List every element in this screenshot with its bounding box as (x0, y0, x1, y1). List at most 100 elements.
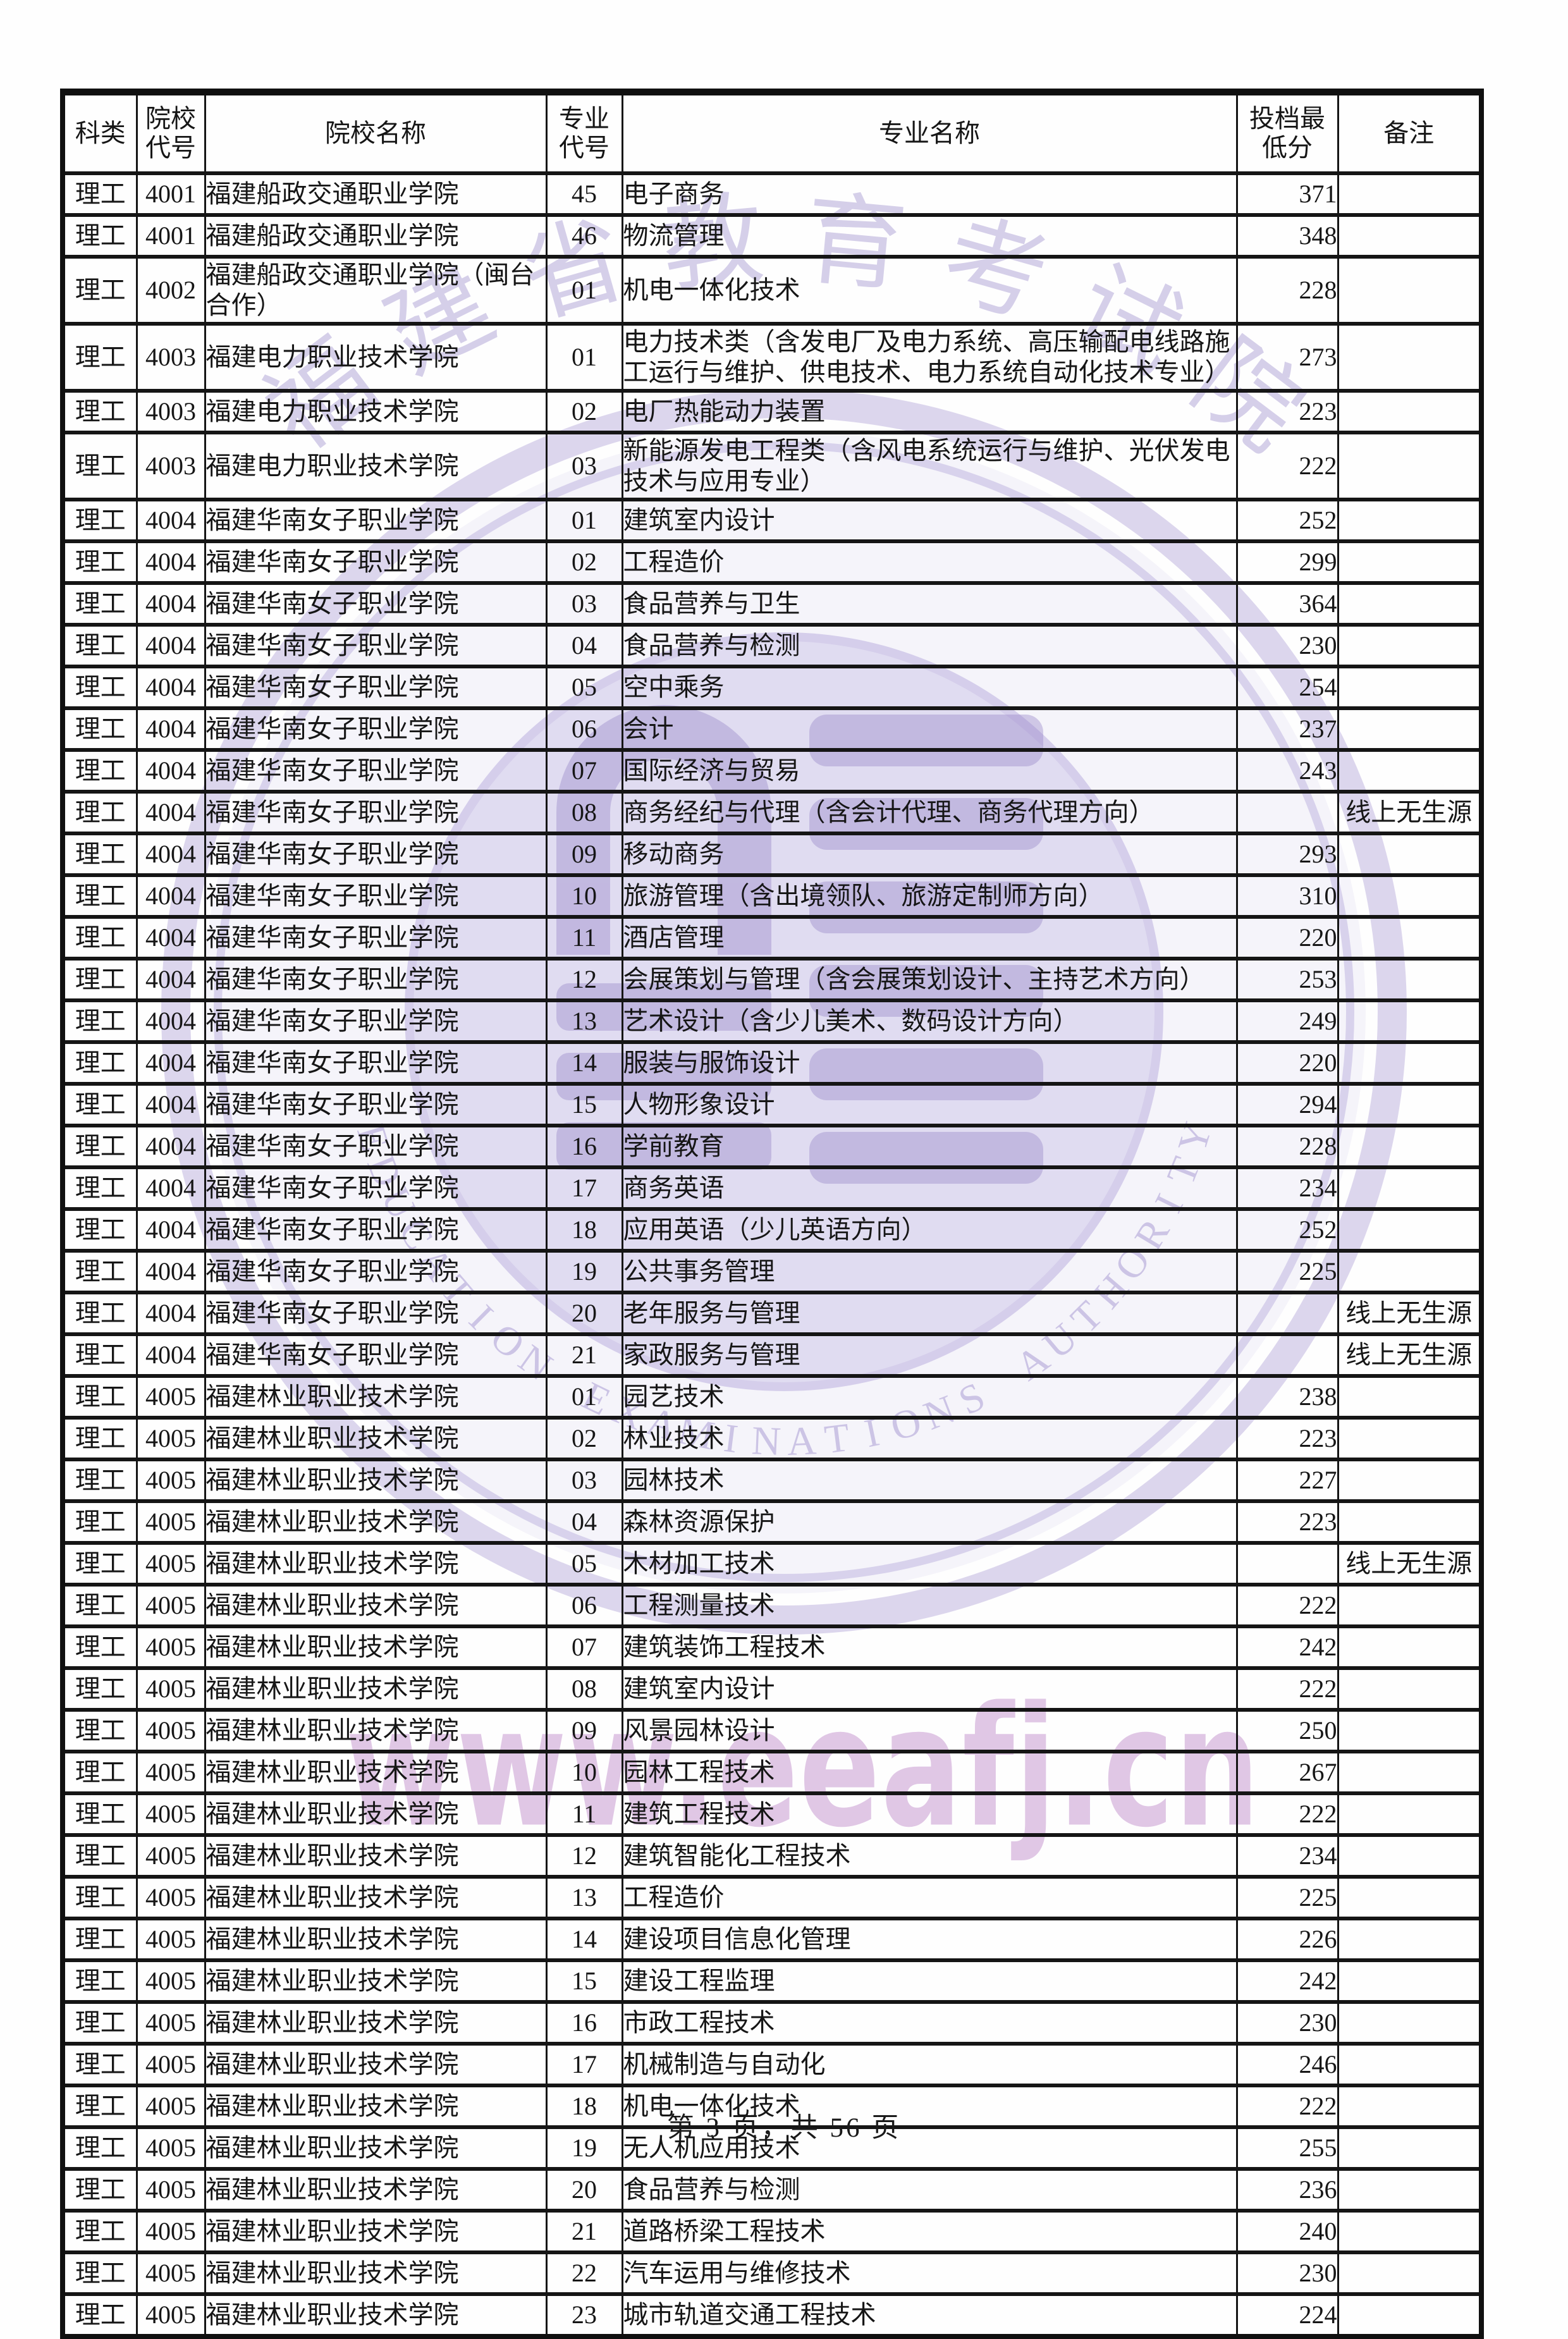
remark-cell (1337, 2167, 1483, 2213)
college-code-cell: 4005 (135, 1958, 206, 2004)
college-name-cell: 福建华南女子职业学院 (204, 790, 548, 835)
min-score-cell: 293 (1235, 832, 1339, 877)
major-code-cell: 03 (545, 1458, 623, 1503)
college-name-cell: 福建林业职业技术学院 (204, 1791, 548, 1837)
min-score-cell: 227 (1235, 1458, 1339, 1503)
table-row: 理工 4004 福建华南女子职业学院 21 家政服务与管理 线上无生源 (61, 1332, 1483, 1378)
remark-cell (1337, 1958, 1483, 2004)
major-code-cell: 17 (545, 2042, 623, 2087)
min-score-cell: 223 (1235, 1416, 1339, 1461)
college-code-cell: 4005 (135, 2209, 206, 2254)
college-code-cell: 4005 (135, 2167, 206, 2213)
remark-cell (1337, 1750, 1483, 1795)
major-code-cell: 01 (545, 255, 623, 326)
subject-cell: 理工 (61, 1458, 138, 1503)
major-code-cell: 05 (545, 665, 623, 710)
college-name-cell: 福建电力职业技术学院 (204, 431, 548, 501)
major-code-cell: 06 (545, 1583, 623, 1628)
college-code-cell: 4005 (135, 2250, 206, 2296)
table-row: 理工 4005 福建林业职业技术学院 21 道路桥梁工程技术 240 (61, 2209, 1483, 2254)
min-score-cell: 310 (1235, 873, 1339, 919)
min-score-cell: 222 (1235, 1666, 1339, 1712)
college-code-cell: 4004 (135, 790, 206, 835)
table-row: 理工 4005 福建林业职业技术学院 12 建筑智能化工程技术 234 (61, 1833, 1483, 1879)
min-score-cell: 249 (1235, 998, 1339, 1044)
college-name-cell: 福建林业职业技术学院 (204, 1499, 548, 1545)
remark-cell (1337, 2292, 1483, 2338)
major-code-cell: 16 (545, 2000, 623, 2046)
col-header-remark: 备注 (1337, 90, 1483, 175)
major-code-cell: 15 (545, 1958, 623, 2004)
major-code-cell: 10 (545, 1750, 623, 1795)
major-name-cell: 风景园林设计 (621, 1708, 1238, 1753)
college-name-cell: 福建林业职业技术学院 (204, 2000, 548, 2046)
remark-cell (1337, 1082, 1483, 1127)
remark-cell (1337, 873, 1483, 919)
page-number-indicator: 第 3 页，共 56 页 (666, 2113, 902, 2143)
table-row: 理工 4004 福建华南女子职业学院 15 人物形象设计 294 (61, 1082, 1483, 1127)
college-name-cell: 福建华南女子职业学院 (204, 873, 548, 919)
table-row: 理工 4004 福建华南女子职业学院 12 会展策划与管理（含会展策划设计、主持艺术方向… (61, 957, 1483, 1002)
subject-cell: 理工 (61, 1833, 138, 1879)
min-score-cell: 348 (1235, 213, 1339, 259)
major-name-cell: 食品营养与检测 (621, 2167, 1238, 2213)
remark-cell: 线上无生源 (1337, 1291, 1483, 1336)
table-row: 理工 4001 福建船政交通职业学院 45 电子商务 371 (61, 171, 1483, 217)
remark-cell (1337, 957, 1483, 1002)
college-name-cell: 福建华南女子职业学院 (204, 832, 548, 877)
table-row: 理工 4005 福建林业职业技术学院 06 工程测量技术 222 (61, 1583, 1483, 1628)
major-code-cell: 03 (545, 581, 623, 627)
major-name-cell: 会展策划与管理（含会展策划设计、主持艺术方向） (621, 957, 1238, 1002)
college-name-cell: 福建华南女子职业学院 (204, 957, 548, 1002)
min-score-cell: 228 (1235, 255, 1339, 326)
table-row: 理工 4004 福建华南女子职业学院 11 酒店管理 220 (61, 915, 1483, 961)
major-code-cell: 02 (545, 389, 623, 434)
college-name-cell: 福建华南女子职业学院 (204, 1207, 548, 1253)
subject-cell: 理工 (61, 1666, 138, 1712)
table-row: 理工 4005 福建林业职业技术学院 14 建设项目信息化管理 226 (61, 1917, 1483, 1962)
college-name-cell: 福建华南女子职业学院 (204, 498, 548, 543)
subject-cell: 理工 (61, 1624, 138, 1670)
remark-cell (1337, 581, 1483, 627)
table-row: 理工 4004 福建华南女子职业学院 19 公共事务管理 225 (61, 1249, 1483, 1294)
table-row: 理工 4005 福建林业职业技术学院 09 风景园林设计 250 (61, 1708, 1483, 1753)
min-score-cell: 299 (1235, 539, 1339, 585)
remark-cell (1337, 623, 1483, 668)
college-name-cell: 福建华南女子职业学院 (204, 706, 548, 752)
table-row: 理工 4005 福建林业职业技术学院 16 市政工程技术 230 (61, 2000, 1483, 2046)
major-name-cell: 城市轨道交通工程技术 (621, 2292, 1238, 2338)
min-score-cell: 254 (1235, 665, 1339, 710)
min-score-cell: 240 (1235, 2209, 1339, 2254)
subject-cell: 理工 (61, 1040, 138, 1086)
min-score-cell: 371 (1235, 171, 1339, 217)
college-name-cell: 福建华南女子职业学院 (204, 581, 548, 627)
college-code-cell: 4001 (135, 213, 206, 259)
college-code-cell: 4004 (135, 1165, 206, 1211)
major-code-cell: 02 (545, 539, 623, 585)
remark-cell (1337, 915, 1483, 961)
major-name-cell: 道路桥梁工程技术 (621, 2209, 1238, 2254)
college-name-cell: 福建华南女子职业学院 (204, 1082, 548, 1127)
college-code-cell: 4005 (135, 1750, 206, 1795)
min-score-cell: 236 (1235, 2167, 1339, 2213)
college-code-cell: 4004 (135, 1291, 206, 1336)
major-code-cell: 15 (545, 1082, 623, 1127)
major-name-cell: 园林工程技术 (621, 1750, 1238, 1795)
college-name-cell: 福建林业职业技术学院 (204, 1750, 548, 1795)
subject-cell: 理工 (61, 1291, 138, 1336)
major-name-cell: 艺术设计（含少儿美术、数码设计方向） (621, 998, 1238, 1044)
min-score-cell: 250 (1235, 1708, 1339, 1753)
table-row: 理工 4004 福建华南女子职业学院 03 食品营养与卫生 364 (61, 581, 1483, 627)
college-name-cell: 福建华南女子职业学院 (204, 1040, 548, 1086)
major-code-cell: 01 (545, 498, 623, 543)
remark-cell (1337, 1458, 1483, 1503)
major-name-cell: 建设工程监理 (621, 1958, 1238, 2004)
table-row: 理工 4004 福建华南女子职业学院 04 食品营养与检测 230 (61, 623, 1483, 668)
table-row: 理工 4005 福建林业职业技术学院 23 城市轨道交通工程技术 224 (61, 2292, 1483, 2338)
subject-cell: 理工 (61, 1791, 138, 1837)
min-score-cell: 230 (1235, 2250, 1339, 2296)
subject-cell: 理工 (61, 539, 138, 585)
min-score-cell: 225 (1235, 1249, 1339, 1294)
college-code-cell: 4005 (135, 1499, 206, 1545)
college-name-cell: 福建船政交通职业学院 (204, 171, 548, 217)
